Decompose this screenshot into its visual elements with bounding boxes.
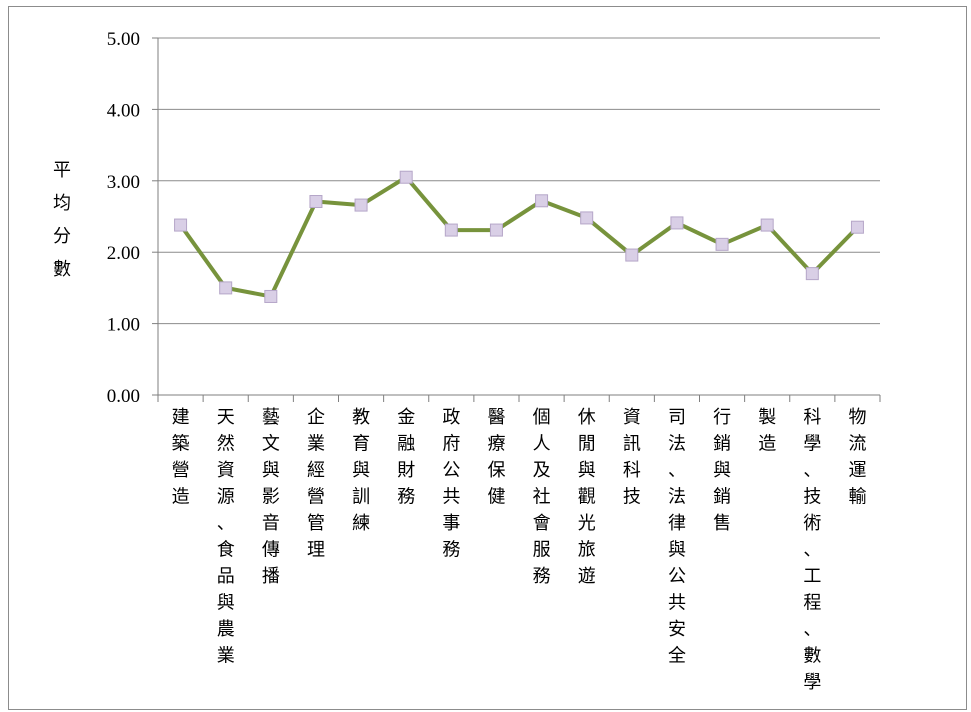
x-category-label: 醫療保健 bbox=[487, 407, 505, 508]
data-point bbox=[489, 223, 503, 237]
x-category-label: 企業經營管理 bbox=[307, 407, 325, 561]
data-point bbox=[354, 198, 368, 212]
chart-frame bbox=[8, 6, 967, 710]
x-category-label: 金融財務 bbox=[397, 407, 415, 508]
x-category-label: 科學、技術、工程、數學 bbox=[803, 407, 821, 693]
data-point bbox=[219, 281, 233, 295]
data-point bbox=[535, 194, 549, 208]
gridlines bbox=[158, 37, 880, 325]
data-point bbox=[670, 216, 684, 230]
data-point bbox=[444, 223, 458, 237]
x-category-label: 製造 bbox=[758, 407, 776, 455]
x-category-label: 天然資源、食品與農業 bbox=[217, 407, 235, 667]
x-category-label: 藝文與影音傳播 bbox=[262, 407, 280, 587]
y-tick-label: 3.00 bbox=[107, 172, 140, 193]
y-tick-label: 0.00 bbox=[107, 386, 140, 407]
y-tick-label: 4.00 bbox=[107, 100, 140, 121]
data-point bbox=[805, 267, 819, 281]
data-point bbox=[399, 170, 413, 184]
data-point bbox=[264, 289, 278, 303]
y-tick-label: 2.00 bbox=[107, 243, 140, 264]
data-point bbox=[625, 248, 639, 262]
x-category-label: 教育與訓練 bbox=[352, 407, 370, 534]
x-category-label: 資訊科技 bbox=[623, 407, 641, 508]
y-axis-label-text: 平均分數 bbox=[53, 160, 71, 280]
y-axis-label: 平均分數 bbox=[53, 160, 71, 280]
x-category-label: 行銷與銷售 bbox=[713, 407, 731, 534]
data-point bbox=[850, 220, 864, 234]
y-tick-label: 5.00 bbox=[107, 29, 140, 50]
y-tick-labels: 0.00 1.00 2.00 3.00 4.00 5.00 bbox=[107, 29, 140, 407]
x-category-label: 休閒與觀光旅遊 bbox=[578, 407, 596, 587]
category-labels: 建築營造 天然資源、食品與農業 藝文與影音傳播 企業經營管理 教育與訓練 金融財務 政府公共… bbox=[172, 407, 867, 693]
data-point bbox=[580, 211, 594, 225]
x-category-label: 政府公共事務 bbox=[442, 407, 460, 561]
x-axis bbox=[152, 37, 881, 402]
x-category-label: 個人及社會服務 bbox=[533, 407, 551, 587]
series-line bbox=[178, 175, 859, 299]
series bbox=[174, 170, 864, 303]
y-tick-label: 1.00 bbox=[107, 315, 140, 336]
data-point bbox=[760, 218, 774, 232]
x-category-label: 物流運輸 bbox=[848, 407, 866, 508]
x-category-label: 建築營造 bbox=[172, 407, 190, 508]
x-category-label: 司法、法律與公共安全 bbox=[668, 407, 686, 667]
data-point bbox=[309, 195, 323, 209]
data-point bbox=[715, 237, 729, 251]
data-point bbox=[174, 218, 188, 232]
